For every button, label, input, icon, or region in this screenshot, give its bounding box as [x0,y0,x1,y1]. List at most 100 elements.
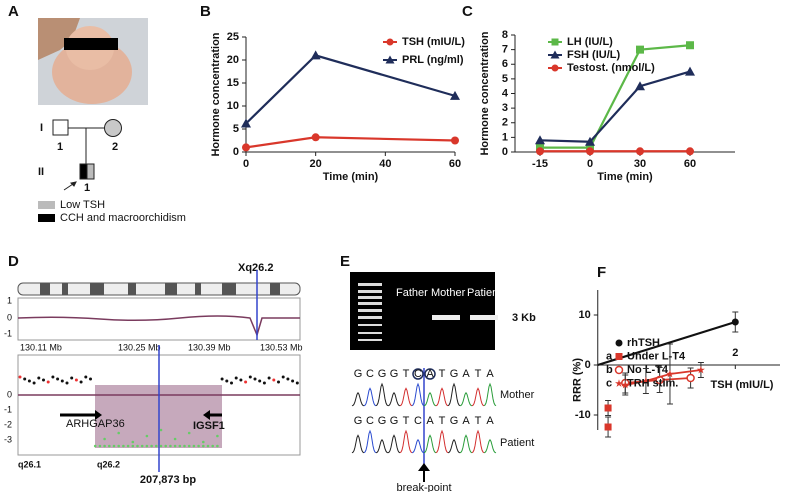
base-label: A [486,368,494,380]
generation-label: II [38,166,44,178]
probe-dot [145,434,149,438]
trace [375,382,389,407]
x-tick-label: 0 [587,158,593,170]
trace [387,391,401,407]
marker [614,365,624,375]
y-tick-label: 25 [227,31,239,43]
trace [411,382,425,407]
photo-hand [38,18,80,60]
legend-label: CCH and macroorchidism [60,212,186,224]
x-axis-title: Time (min) [323,171,379,183]
probe-dot [220,377,224,381]
probe-dot [37,376,41,380]
y-tick-label: 20 [227,54,239,66]
probe-dot [173,444,177,448]
trace [435,429,449,454]
legend-label: PRL (ng/ml) [402,54,464,66]
y-axis-title: Hormone concentration [210,32,222,156]
base-label: T [403,415,410,427]
marker [311,133,320,142]
probe-dot [234,376,238,380]
base-label: G [450,368,459,380]
marker [615,339,623,347]
trace [459,434,473,454]
probe-dot [164,444,167,448]
probe-dot [112,444,116,448]
base-label: C [414,368,422,380]
probe-dot [51,375,55,379]
probe-dot [108,444,111,448]
trace [471,387,485,407]
probe-dot [122,444,125,448]
panel-a: A I II 1 2 1 Low TSH CCH and macroorchid… [8,3,186,224]
marker [686,373,695,383]
base-label: C [366,368,374,380]
x-tick-label: 2 [732,347,738,359]
deletion-size: 207,873 bp [140,474,197,486]
base-label: C [366,415,374,427]
marker [241,118,251,128]
trace [423,391,437,407]
probe-dot [225,379,229,383]
base-label: T [439,368,446,380]
base-label: G [450,415,459,427]
y-axis-title: Hormone concentration [479,31,491,155]
x-tick-label: 20 [310,158,322,170]
probe-dot [117,444,120,448]
marker [685,66,695,76]
marker [242,143,250,152]
base-label: A [426,415,434,427]
legend-label: FSH (IU/L) [567,49,620,61]
band-label: q26.1 [18,459,41,469]
trace [483,438,497,454]
y-tick-label: 6 [502,58,508,70]
ladder [358,283,382,341]
probe-dot [117,431,120,435]
panel-e: E Father Mother Patient 3 Kb Mother Pati… [340,253,536,492]
trace [423,434,437,454]
probe-dot [248,375,252,379]
individual-label: 2 [112,141,118,153]
y-tick-label: 0 [233,146,239,158]
trace [363,387,377,407]
base-highlight [412,368,424,380]
marker [636,45,644,54]
y-tick-label: 3 [502,102,508,114]
generation-label: I [40,122,43,134]
probe-dot [277,380,280,384]
probe-dot [169,444,172,448]
probe-dot [187,431,191,435]
base-label: C [414,415,422,427]
locus-label: Xq26.2 [238,262,273,274]
base-label: G [378,368,387,380]
probe-dot [93,444,97,448]
base-label: G [354,415,363,427]
y-tick-label: -3 [4,434,12,444]
gel-band [470,315,498,320]
probe-dot [206,444,210,448]
base-label: T [475,368,482,380]
y-tick-label: 0 [7,312,12,322]
probe-dot [295,381,299,385]
band-label: q26.2 [97,459,120,469]
probe-dot [202,444,205,448]
trace [399,429,413,454]
lane-label: Patient [467,287,501,299]
y-tick-label: -2 [4,419,12,429]
lane-label: Mother [431,287,466,299]
base-label: T [475,415,482,427]
base-label: A [426,368,434,380]
position-label: 130.39 Mb [188,342,231,352]
marker [536,147,544,156]
trace-label: Mother [500,389,535,401]
base-label: G [354,368,363,380]
arrow-head [418,463,430,471]
trace [483,382,497,407]
position-label: 130.25 Mb [118,342,161,352]
probe-dot [173,437,177,441]
probe-dot [244,380,248,384]
probe-dot [239,378,243,382]
probe-dot [159,428,163,432]
y-tick-label: 5 [502,73,508,85]
